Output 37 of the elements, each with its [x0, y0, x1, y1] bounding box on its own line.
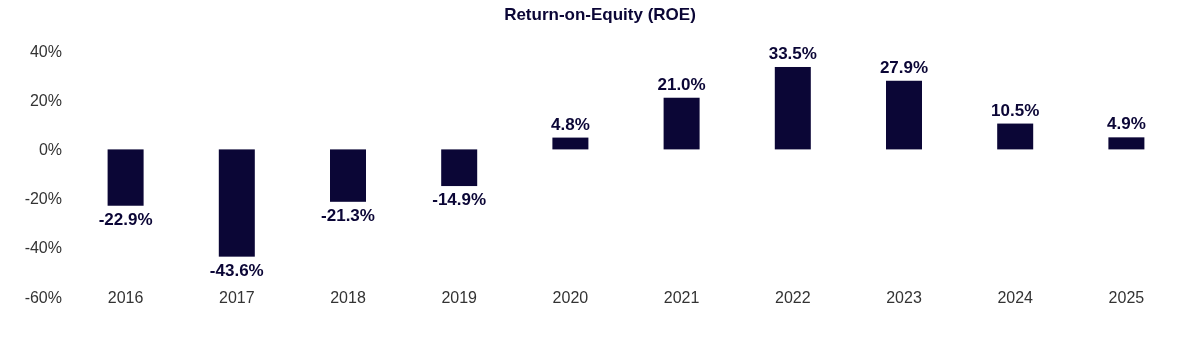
data-label: -21.3% — [321, 205, 375, 225]
bar — [886, 80, 922, 150]
y-tick-label: 20% — [29, 91, 62, 109]
bar — [218, 149, 255, 257]
bar — [107, 149, 144, 206]
y-tick-label: -40% — [24, 239, 62, 257]
data-label: -22.9% — [98, 209, 153, 229]
data-label: 27.9% — [879, 57, 929, 77]
y-tick-label: 40% — [29, 42, 62, 60]
x-tick-label: 2018 — [330, 288, 366, 306]
bar — [663, 97, 700, 150]
x-tick-label: 2016 — [107, 288, 144, 306]
bar — [441, 149, 478, 187]
data-label: 4.9% — [1107, 114, 1146, 134]
x-tick-label: 2025 — [1108, 288, 1145, 306]
y-tick-label: -60% — [24, 288, 62, 306]
bar — [330, 149, 366, 202]
x-tick-label: 2023 — [886, 288, 922, 306]
x-tick-label: 2019 — [441, 288, 478, 306]
data-label: 33.5% — [768, 43, 817, 63]
x-tick-label: 2021 — [663, 288, 700, 306]
bar — [552, 137, 589, 150]
chart-title: Return-on-Equity (ROE) — [504, 5, 696, 24]
x-tick-label: 2024 — [997, 288, 1034, 306]
y-tick-label: -20% — [24, 190, 62, 208]
bar — [997, 123, 1034, 150]
x-tick-label: 2017 — [219, 288, 255, 306]
x-tick-label: 2022 — [775, 288, 811, 306]
x-tick-label: 2020 — [552, 288, 589, 306]
data-label: 4.8% — [551, 114, 590, 134]
data-label: -43.6% — [209, 260, 264, 280]
y-tick-label: 0% — [38, 141, 62, 158]
data-label: 10.5% — [991, 100, 1040, 120]
bar — [774, 66, 811, 150]
data-label: 21.0% — [657, 74, 706, 94]
data-label: -14.9% — [432, 190, 487, 210]
bar — [1108, 137, 1145, 150]
